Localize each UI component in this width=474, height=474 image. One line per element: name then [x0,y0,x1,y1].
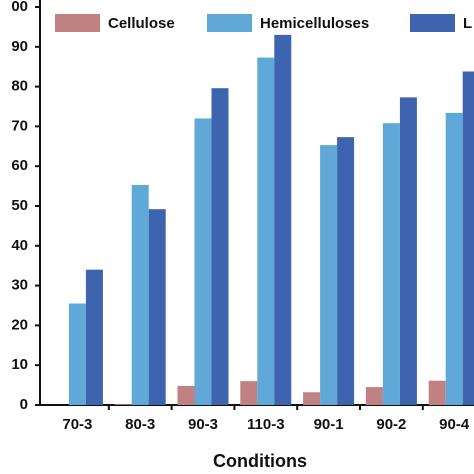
y-tick-label: 80 [11,78,28,95]
bar [211,88,229,405]
legend-swatch [410,14,455,32]
bar [131,184,149,405]
bar [148,209,166,405]
y-tick-label: 60 [11,157,28,174]
y-tick-label: 70 [11,117,28,134]
bar [399,97,417,405]
y-tick-label: 30 [11,277,28,294]
bar [274,34,292,406]
y-tick-label: 50 [11,197,28,214]
bar [337,137,355,405]
x-tick-label: 90-4 [439,416,470,433]
legend-label: Cellulose [108,15,175,32]
bar [177,385,195,405]
x-axis-label: Conditions [213,451,307,471]
bar [320,145,338,405]
bar [68,303,86,405]
bar [114,404,132,405]
bar [428,380,446,405]
x-tick-label: 90-1 [314,416,344,433]
bar [382,123,400,405]
legend-label: L [463,15,472,32]
legend-swatch [55,14,100,32]
bar [194,118,212,405]
legend-swatch [207,14,252,32]
y-tick-label: 90 [11,38,28,55]
bar [365,387,383,405]
x-tick-label: 80-3 [125,416,155,433]
y-tick-label: 0 [20,396,28,413]
bar [257,57,275,406]
bar [445,112,463,406]
bar [240,381,258,405]
bar [303,392,321,405]
y-tick-label: 40 [11,237,28,254]
y-tick-label: 10 [11,356,28,373]
y-tick-label: 00 [11,0,28,15]
bar [85,269,103,405]
bar [462,71,474,405]
x-tick-label: 90-3 [188,416,218,433]
x-tick-label: 110-3 [247,416,285,433]
legend-label: Hemicelluloses [260,15,369,32]
x-tick-label: 90-2 [376,416,406,433]
x-tick-label: 70-3 [62,416,92,433]
y-tick-label: 20 [11,316,28,333]
